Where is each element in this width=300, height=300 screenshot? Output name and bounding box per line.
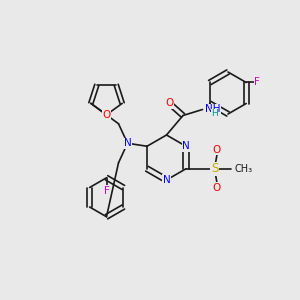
- Text: NH: NH: [205, 104, 220, 115]
- Text: N: N: [182, 141, 190, 151]
- Text: O: O: [165, 98, 174, 109]
- Text: H: H: [211, 109, 218, 118]
- Text: O: O: [213, 145, 221, 155]
- Text: F: F: [103, 186, 109, 196]
- Text: N: N: [124, 138, 131, 148]
- Text: CH₃: CH₃: [235, 164, 253, 174]
- Text: N: N: [163, 175, 170, 185]
- Text: O: O: [102, 110, 111, 120]
- Text: O: O: [213, 183, 221, 193]
- Text: S: S: [211, 162, 218, 175]
- Text: F: F: [254, 77, 260, 88]
